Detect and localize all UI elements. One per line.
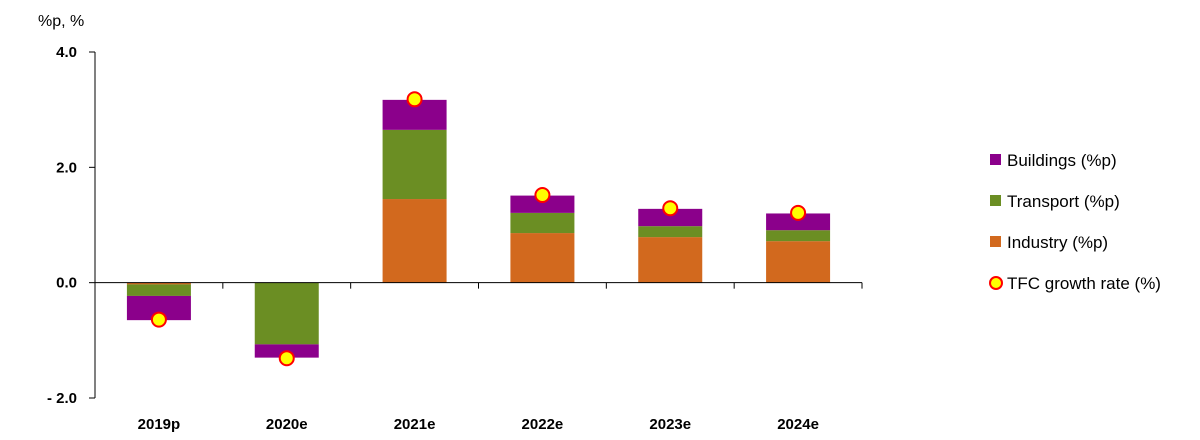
- tfc-growth-point: [406, 91, 423, 108]
- x-tick-label: 2020e: [266, 416, 308, 433]
- tfc-growth-point: [278, 350, 295, 367]
- bar-segment: [766, 230, 831, 242]
- x-tick-label: 2024e: [777, 416, 819, 433]
- x-tick-label: 2019p: [138, 416, 181, 433]
- bar-segment: [510, 195, 575, 213]
- y-tick-label: 0.0: [56, 275, 77, 292]
- legend-swatch: [990, 154, 1001, 165]
- legend: Buildings (%p) Transport (%p) Industry (%p…: [989, 151, 1161, 293]
- y-tick-label: 2.0: [56, 159, 77, 176]
- tfc-growth-point: [662, 200, 679, 217]
- legend-label: Transport (%p): [1007, 192, 1120, 211]
- marker-layer: [150, 91, 807, 367]
- tfc-growth-point: [790, 204, 807, 221]
- bar-segment: [638, 237, 703, 283]
- legend-label: TFC growth rate (%): [1007, 274, 1161, 293]
- legend-label: Buildings (%p): [1007, 151, 1117, 170]
- bar-layer: [126, 99, 831, 358]
- tfc-growth-point: [534, 187, 551, 204]
- bar-segment: [254, 282, 319, 345]
- legend-marker: [989, 276, 1003, 290]
- bar-segment: [510, 212, 575, 234]
- y-tick-label: - 2.0: [47, 390, 77, 407]
- bar-segment: [638, 208, 703, 227]
- legend-swatch: [990, 195, 1001, 206]
- bar-segment: [382, 129, 447, 200]
- bar-segment: [126, 282, 191, 285]
- tfc-growth-point: [150, 311, 167, 328]
- bar-segment: [638, 226, 703, 238]
- bar-segment: [510, 233, 575, 283]
- bar-segment: [382, 199, 447, 283]
- bar-segment: [126, 284, 191, 296]
- x-tick-label: 2022e: [522, 416, 564, 433]
- legend-swatch: [990, 236, 1001, 247]
- legend-label: Industry (%p): [1007, 233, 1108, 252]
- x-tick-label: 2023e: [649, 416, 691, 433]
- y-tick-label: 4.0: [56, 44, 77, 61]
- bar-segment: [766, 241, 831, 283]
- x-tick-label: 2021e: [394, 416, 436, 433]
- axes-layer: 4.0 2.0 0.0 - 2.0 2019p 2020e 2021e 2022e 2023e 2…: [47, 44, 863, 433]
- y-axis-unit-label: %p, %: [38, 13, 84, 30]
- bar-segment: [766, 213, 831, 231]
